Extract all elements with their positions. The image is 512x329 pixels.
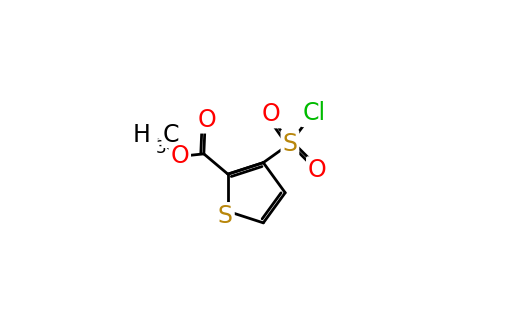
- Text: O: O: [198, 108, 217, 132]
- Text: C: C: [162, 123, 179, 147]
- Text: Cl: Cl: [303, 101, 326, 125]
- Text: 3: 3: [156, 139, 166, 157]
- Text: S: S: [283, 132, 297, 156]
- Text: H: H: [133, 123, 151, 147]
- Text: S: S: [218, 204, 233, 228]
- Text: O: O: [308, 158, 327, 182]
- Text: O: O: [262, 103, 280, 126]
- Text: O: O: [170, 144, 189, 168]
